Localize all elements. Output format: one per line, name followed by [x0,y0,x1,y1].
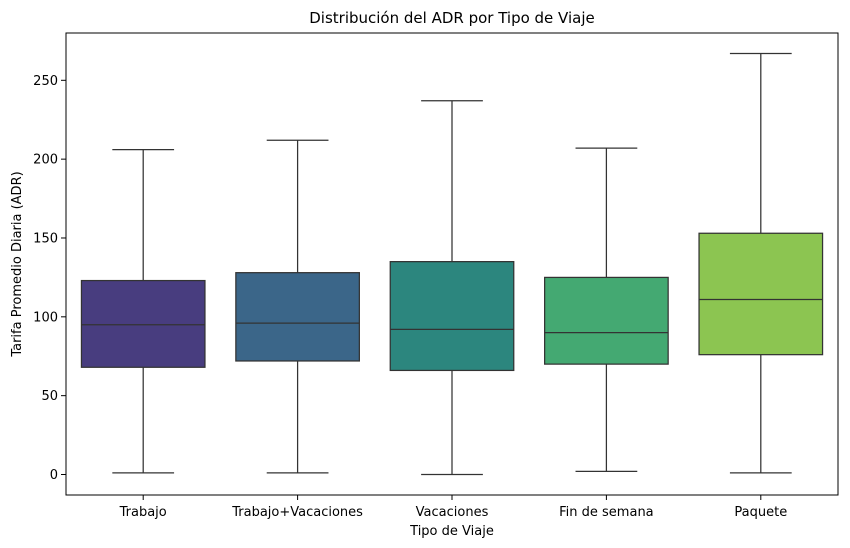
plot-frame [65,32,839,496]
y-tick-label: 50 [41,389,58,404]
box [389,261,515,372]
box [698,232,824,356]
plot-area: 0 50 100 150 200 250 Trabajo Trabajo+Vacaciones… [33,52,824,520]
chart-title: Distribución del ADR por Tipo de Viaje [309,9,595,27]
y-tick-label: 200 [33,153,58,168]
x-tick-label: Vacaciones [416,505,489,520]
x-tick-label: Paquete [734,505,787,520]
x-axis-label: Tipo de Viaje [409,524,494,539]
x-tick-label: Fin de semana [559,505,654,520]
y-tick-label: 250 [33,74,58,89]
box [544,276,669,365]
x-tick-label: Trabajo+Vacaciones [231,505,363,520]
y-tick-label: 150 [33,231,58,246]
box [235,272,360,362]
y-tick-label: 100 [33,310,58,325]
box [80,279,206,368]
y-tick-label: 0 [50,468,58,483]
x-tick-label: Trabajo [119,505,167,520]
y-axis-label: Tarifa Promedio Diaria (ADR) [10,171,25,357]
